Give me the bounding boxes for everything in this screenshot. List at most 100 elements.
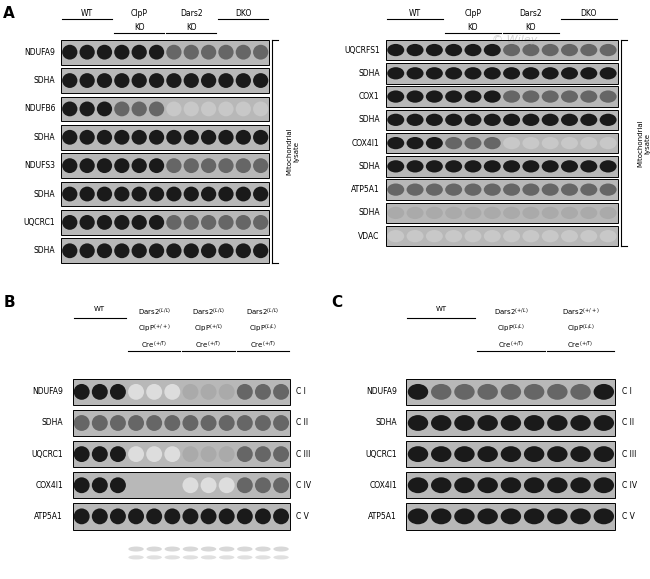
Bar	[386, 40, 618, 60]
Ellipse shape	[146, 415, 162, 431]
Ellipse shape	[131, 101, 147, 116]
Ellipse shape	[523, 230, 540, 242]
Ellipse shape	[547, 508, 567, 525]
Ellipse shape	[406, 184, 424, 196]
Text: B: B	[3, 295, 15, 310]
Bar	[406, 441, 616, 467]
Ellipse shape	[561, 90, 578, 102]
Ellipse shape	[253, 101, 268, 116]
Ellipse shape	[599, 113, 617, 126]
Ellipse shape	[164, 555, 180, 559]
Text: KO: KO	[468, 23, 478, 32]
Ellipse shape	[110, 415, 126, 431]
Ellipse shape	[580, 137, 597, 149]
Text: Dars2$^{(L/L)}$: Dars2$^{(L/L)}$	[138, 306, 171, 318]
Ellipse shape	[406, 230, 424, 242]
Ellipse shape	[465, 137, 482, 149]
Ellipse shape	[599, 207, 617, 219]
Ellipse shape	[92, 477, 108, 493]
Text: C I: C I	[296, 387, 306, 397]
Ellipse shape	[97, 186, 112, 201]
Ellipse shape	[166, 243, 181, 258]
Ellipse shape	[114, 243, 129, 258]
Ellipse shape	[484, 207, 501, 219]
Ellipse shape	[166, 186, 181, 201]
Ellipse shape	[73, 477, 90, 493]
Ellipse shape	[110, 477, 126, 493]
Bar	[61, 239, 269, 263]
Ellipse shape	[255, 547, 270, 552]
Ellipse shape	[236, 158, 251, 173]
Ellipse shape	[541, 67, 559, 79]
Ellipse shape	[201, 555, 216, 559]
Ellipse shape	[184, 186, 199, 201]
Ellipse shape	[523, 90, 540, 102]
Ellipse shape	[79, 45, 95, 60]
Ellipse shape	[454, 415, 474, 431]
Text: Cre$^{(+/T)}$: Cre$^{(+/T)}$	[250, 340, 276, 351]
Ellipse shape	[149, 101, 164, 116]
Bar	[386, 226, 618, 247]
Text: NDUFA9: NDUFA9	[32, 387, 63, 397]
Ellipse shape	[184, 45, 199, 60]
Text: C: C	[332, 295, 343, 310]
Bar	[73, 503, 290, 530]
Ellipse shape	[599, 230, 617, 242]
Ellipse shape	[201, 508, 216, 525]
Ellipse shape	[431, 477, 452, 493]
Ellipse shape	[478, 446, 498, 462]
Ellipse shape	[431, 508, 452, 525]
Ellipse shape	[523, 137, 540, 149]
Ellipse shape	[183, 415, 198, 431]
Ellipse shape	[541, 184, 559, 196]
Bar	[386, 156, 618, 177]
Ellipse shape	[523, 113, 540, 126]
Ellipse shape	[184, 130, 199, 145]
Ellipse shape	[131, 215, 147, 230]
Ellipse shape	[580, 160, 597, 173]
Ellipse shape	[128, 446, 144, 462]
Ellipse shape	[184, 101, 199, 116]
Bar	[386, 109, 618, 130]
Ellipse shape	[478, 477, 498, 493]
Ellipse shape	[599, 44, 617, 56]
Ellipse shape	[541, 113, 559, 126]
Ellipse shape	[547, 415, 567, 431]
Ellipse shape	[431, 384, 452, 400]
Ellipse shape	[62, 243, 77, 258]
Bar	[406, 410, 616, 436]
Ellipse shape	[236, 243, 251, 258]
Ellipse shape	[561, 160, 578, 173]
Ellipse shape	[92, 384, 108, 400]
Ellipse shape	[253, 186, 268, 201]
Ellipse shape	[92, 446, 108, 462]
Ellipse shape	[255, 384, 271, 400]
Ellipse shape	[218, 415, 235, 431]
Ellipse shape	[253, 130, 268, 145]
Bar	[406, 379, 616, 405]
Ellipse shape	[183, 384, 198, 400]
Text: WT: WT	[409, 9, 421, 17]
Ellipse shape	[454, 508, 474, 525]
Ellipse shape	[541, 230, 559, 242]
Ellipse shape	[92, 508, 108, 525]
Ellipse shape	[523, 67, 540, 79]
Text: UQCRC1: UQCRC1	[365, 450, 397, 459]
Bar	[61, 125, 269, 149]
Text: C IV: C IV	[296, 481, 311, 490]
Ellipse shape	[97, 45, 112, 60]
Text: C III: C III	[621, 450, 636, 459]
Ellipse shape	[387, 67, 404, 79]
Text: Dars2: Dars2	[180, 9, 203, 17]
Ellipse shape	[97, 130, 112, 145]
Ellipse shape	[570, 508, 591, 525]
Ellipse shape	[73, 384, 90, 400]
Ellipse shape	[387, 44, 404, 56]
Bar	[386, 203, 618, 223]
Ellipse shape	[500, 477, 521, 493]
Bar	[406, 379, 616, 405]
Ellipse shape	[183, 446, 198, 462]
Ellipse shape	[253, 73, 268, 88]
Text: A: A	[3, 6, 15, 21]
Ellipse shape	[273, 477, 289, 493]
